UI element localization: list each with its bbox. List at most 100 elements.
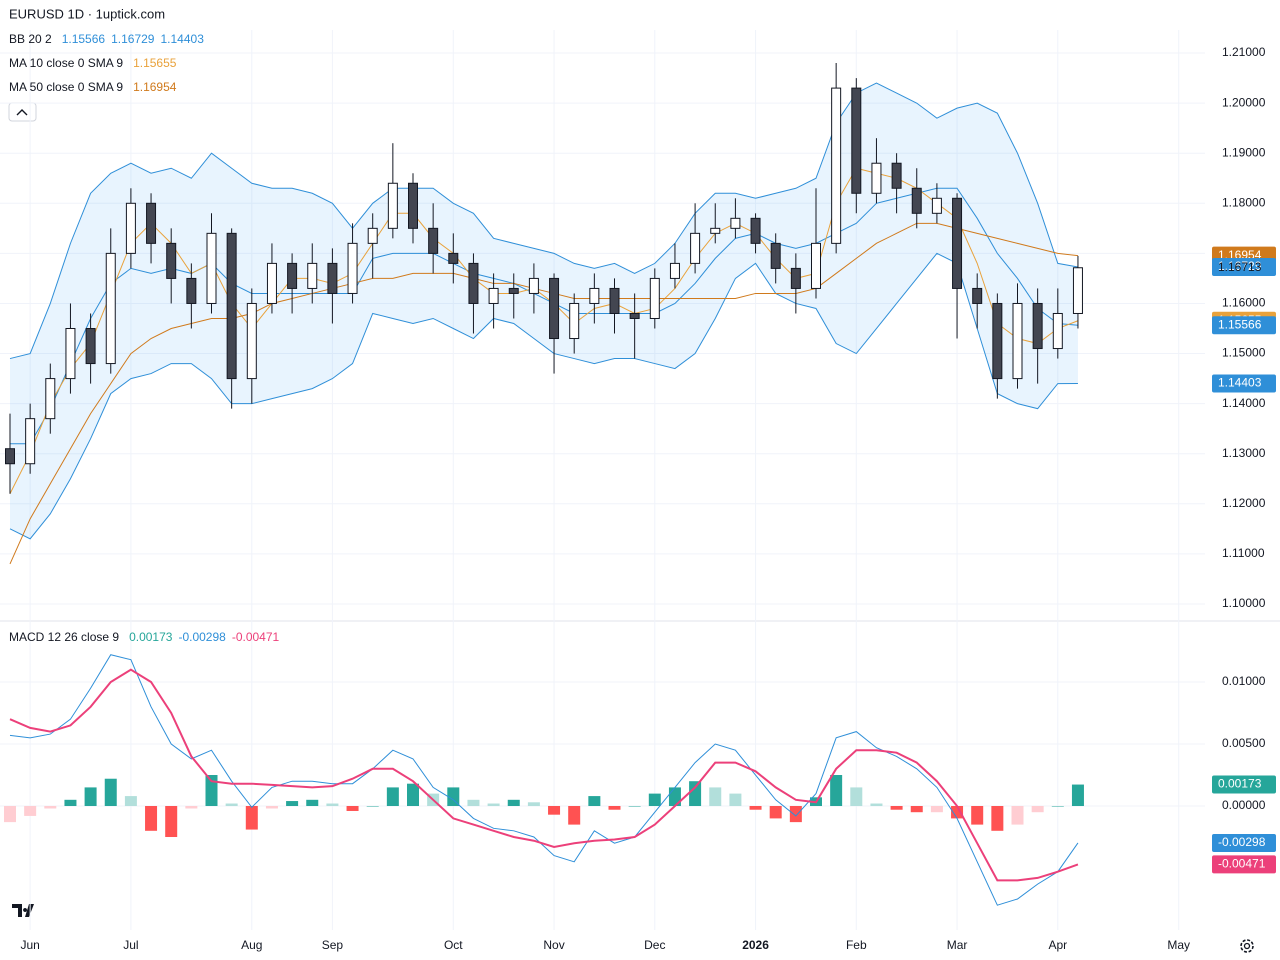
candle-body — [1072, 267, 1083, 314]
histogram-bar — [1031, 806, 1044, 813]
candle-body — [226, 232, 237, 380]
histogram-bar — [971, 806, 984, 825]
candle-body — [186, 277, 197, 304]
collapse-button[interactable] — [8, 102, 37, 122]
legend-item: 1.15566 — [62, 32, 106, 46]
candle-body — [125, 202, 136, 254]
candle-body — [609, 287, 620, 314]
candle-body — [952, 197, 963, 289]
candle-body — [931, 197, 942, 214]
legend-item: MACD 12 26 close 9 — [9, 630, 119, 644]
histogram-bar — [145, 806, 158, 831]
histogram-bar — [24, 806, 37, 816]
y-tick-label: 1.19000 — [1222, 145, 1266, 159]
y-tick-label: 1.12000 — [1222, 496, 1266, 510]
legend-item: -0.00298 — [178, 630, 226, 644]
histogram-bar — [467, 799, 480, 807]
settings-icon[interactable] — [1240, 939, 1254, 953]
legend-item: 1.16954 — [133, 80, 177, 94]
x-tick-label: Feb — [846, 938, 867, 952]
histogram-bar — [346, 806, 359, 811]
candle-body — [549, 277, 560, 340]
candle-body — [569, 302, 580, 340]
histogram-bar — [1011, 806, 1024, 825]
histogram-bar — [447, 787, 460, 807]
candle-body — [649, 277, 660, 319]
y-tick-label: 1.10000 — [1222, 596, 1266, 610]
bb-basis — [10, 187, 1078, 445]
candle-body — [287, 262, 298, 289]
candle-body — [770, 242, 781, 269]
y-tick-label: 1.11000 — [1222, 546, 1265, 560]
legend-item: MA 50 close 0 SMA 9 — [9, 80, 123, 94]
x-tick-label: May — [1167, 938, 1190, 952]
histogram-bar — [870, 803, 883, 807]
bb-upper — [9, 82, 1079, 360]
histogram-bar — [830, 775, 843, 807]
legend-row: MA 50 close 0 SMA 9 1.16954 — [9, 80, 177, 94]
y-tick-label: 0.00000 — [1222, 798, 1266, 812]
histogram-bar — [44, 806, 57, 809]
price-badge-label: 1.16713 — [1218, 260, 1262, 274]
histogram-bar — [326, 803, 339, 807]
histogram-bar — [104, 778, 117, 807]
candle-body — [972, 287, 983, 304]
legend-item: -0.00471 — [232, 630, 280, 644]
histogram-bar — [306, 799, 319, 807]
candle-body — [488, 287, 499, 304]
price-badge-label: 1.15566 — [1218, 317, 1262, 331]
candle-body — [347, 242, 358, 294]
candle-body — [690, 232, 701, 264]
y-tick-label: 0.00500 — [1222, 736, 1266, 750]
x-tick-label: Sep — [322, 938, 344, 952]
candle-body — [146, 202, 157, 244]
candle-body — [992, 302, 1003, 380]
legend-item: 1.14403 — [160, 32, 204, 46]
legend-item: MA 10 close 0 SMA 9 — [9, 56, 123, 70]
chart-title: EURUSD 1D · 1uptick.com — [9, 6, 165, 21]
candle-body — [629, 312, 640, 319]
histogram-bar — [628, 806, 641, 807]
x-tick-label: Nov — [543, 938, 564, 952]
candle-body — [65, 328, 76, 380]
y-tick-label: 1.13000 — [1222, 446, 1266, 460]
candle-body — [710, 227, 721, 234]
histogram-bar — [930, 806, 943, 813]
x-tick-label: Oct — [444, 938, 463, 952]
price-badge — [1212, 775, 1276, 794]
histogram-bar — [648, 793, 661, 807]
legend-item: 0.00173 — [129, 630, 173, 644]
y-tick-label: 1.16000 — [1222, 296, 1266, 310]
histogram-bar — [84, 787, 97, 807]
candle-body — [327, 262, 338, 294]
histogram-bar — [185, 806, 198, 809]
macd-line — [9, 654, 1079, 906]
candle-body — [45, 378, 56, 420]
x-tick-label: Aug — [241, 938, 262, 952]
bb-fill — [10, 83, 1078, 539]
candle-body — [669, 262, 680, 279]
histogram-bar — [850, 787, 863, 807]
y-tick-label: 1.20000 — [1222, 95, 1266, 109]
histogram-bar — [1051, 806, 1064, 807]
grid — [0, 30, 1205, 930]
histogram-bar — [165, 806, 178, 838]
histogram-bar — [789, 806, 802, 823]
histogram-bar — [729, 793, 742, 807]
histogram-bar — [225, 803, 238, 807]
ma-line — [9, 222, 1079, 565]
y-tick-label: 1.18000 — [1222, 195, 1266, 209]
candle-body — [851, 87, 862, 194]
tv-logo — [8, 897, 40, 925]
histogram-bar — [951, 806, 964, 819]
candle-body — [811, 242, 821, 289]
price-badge-label: -0.00471 — [1218, 857, 1266, 871]
histogram-bar — [910, 806, 923, 813]
histogram-bar — [527, 802, 540, 807]
candle-body — [367, 227, 378, 244]
candle-body — [528, 277, 539, 294]
candle-body — [730, 217, 741, 229]
candle-body — [85, 328, 96, 365]
collapse-icon — [16, 109, 28, 116]
